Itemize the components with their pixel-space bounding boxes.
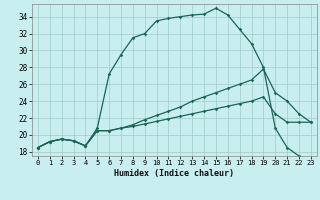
X-axis label: Humidex (Indice chaleur): Humidex (Indice chaleur) (115, 169, 234, 178)
